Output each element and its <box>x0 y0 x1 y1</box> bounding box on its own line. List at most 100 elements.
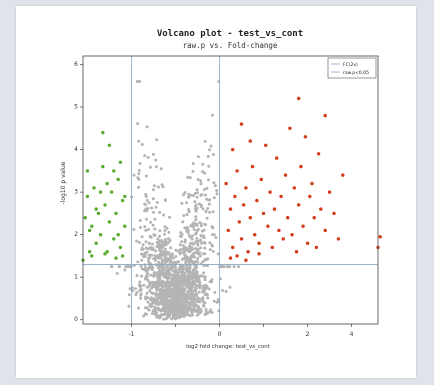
point-nonsignificant <box>198 281 202 284</box>
point-nonsignificant <box>139 264 143 268</box>
point-nonsignificant <box>193 251 197 255</box>
point-nonsignificant <box>204 258 207 261</box>
point-nonsignificant <box>204 310 208 314</box>
point-nonsignificant <box>188 285 191 289</box>
point-nonsignificant <box>153 184 156 188</box>
point-nonsignificant <box>192 308 196 311</box>
point-nonsignificant <box>206 296 210 300</box>
point-nonsignificant <box>206 207 210 210</box>
point-nonsignificant <box>197 290 201 294</box>
point-nonsignificant <box>163 238 167 241</box>
point-nonsignificant <box>134 293 138 297</box>
point-down <box>114 211 118 216</box>
point-up <box>239 237 244 241</box>
point-nonsignificant <box>150 253 154 257</box>
point-nonsignificant <box>195 294 199 298</box>
point-down <box>123 194 127 199</box>
point-up <box>253 233 257 237</box>
point-down <box>109 190 114 194</box>
point-nonsignificant <box>193 286 197 290</box>
point-nonsignificant <box>184 303 188 306</box>
point-nonsignificant <box>151 188 155 192</box>
point-nonsignificant <box>208 198 212 202</box>
point-nonsignificant <box>170 264 174 268</box>
x-tick-label: -1 <box>128 331 134 338</box>
point-nonsignificant <box>196 178 200 181</box>
point-nonsignificant <box>163 247 167 251</box>
point-up <box>332 211 336 216</box>
volcano-chart: Volcano plot - test_vs_cont raw.p vs. Fo… <box>60 29 382 350</box>
point-up <box>275 156 279 160</box>
point-nonsignificant <box>202 188 206 191</box>
point-down <box>98 190 103 194</box>
point-nonsignificant <box>138 80 142 83</box>
point-up <box>279 194 283 199</box>
point-nonsignificant <box>150 312 154 315</box>
point-nonsignificant <box>201 286 205 290</box>
point-nonsignificant <box>170 283 174 287</box>
point-nonsignificant <box>186 290 190 294</box>
y-tick-label: 4 <box>74 146 78 153</box>
point-nonsignificant <box>146 155 150 159</box>
point-down <box>94 241 98 245</box>
point-down <box>112 237 116 241</box>
point-nonsignificant <box>156 245 160 249</box>
point-nonsignificant <box>149 220 153 224</box>
point-nonsignificant <box>196 306 200 310</box>
point-up <box>272 207 277 211</box>
point-nonsignificant <box>181 264 185 268</box>
point-nonsignificant <box>192 221 196 225</box>
point-nonsignificant <box>138 285 142 289</box>
point-nonsignificant <box>232 265 236 269</box>
point-nonsignificant <box>198 254 202 258</box>
point-nonsignificant <box>164 309 168 313</box>
point-nonsignificant <box>176 304 180 307</box>
point-nonsignificant <box>203 275 207 279</box>
point-nonsignificant <box>138 162 142 165</box>
point-nonsignificant <box>168 295 172 299</box>
point-nonsignificant <box>153 254 157 257</box>
point-nonsignificant <box>190 246 194 249</box>
x-tick-label: 4 <box>350 331 354 338</box>
point-nonsignificant <box>163 260 167 264</box>
point-nonsignificant <box>163 243 167 247</box>
y-tick-label: 5 <box>74 104 78 111</box>
point-nonsignificant <box>143 252 147 256</box>
point-nonsignificant <box>207 202 211 206</box>
point-nonsignificant <box>153 217 157 221</box>
point-nonsignificant <box>152 274 156 278</box>
point-nonsignificant <box>165 256 169 260</box>
point-nonsignificant <box>204 308 208 312</box>
point-nonsignificant <box>168 256 172 260</box>
point-nonsignificant <box>191 313 195 317</box>
point-nonsignificant <box>203 171 207 175</box>
point-nonsignificant <box>158 270 162 274</box>
point-up <box>303 135 308 139</box>
point-nonsignificant <box>123 268 127 272</box>
point-nonsignificant <box>182 288 186 292</box>
point-up <box>231 245 235 250</box>
point-nonsignificant <box>165 315 169 318</box>
point-down <box>83 216 87 220</box>
point-up <box>294 250 299 254</box>
point-nonsignificant <box>180 240 184 244</box>
point-nonsignificant <box>211 249 215 253</box>
point-nonsignificant <box>183 226 187 230</box>
point-nonsignificant <box>140 274 144 278</box>
point-nonsignificant <box>199 221 203 225</box>
point-nonsignificant <box>163 232 166 236</box>
y-tick-label: 3 <box>74 189 78 196</box>
point-nonsignificant <box>203 301 207 305</box>
point-nonsignificant <box>189 258 193 262</box>
point-nonsignificant <box>150 299 154 303</box>
point-nonsignificant <box>160 253 164 257</box>
point-nonsignificant <box>224 290 228 293</box>
point-nonsignificant <box>202 236 206 240</box>
point-nonsignificant <box>160 299 164 303</box>
point-nonsignificant <box>190 277 194 281</box>
point-nonsignificant <box>156 265 160 269</box>
point-nonsignificant <box>148 302 152 306</box>
point-nonsignificant <box>152 210 155 214</box>
point-nonsignificant <box>178 286 182 290</box>
point-nonsignificant <box>161 266 165 270</box>
